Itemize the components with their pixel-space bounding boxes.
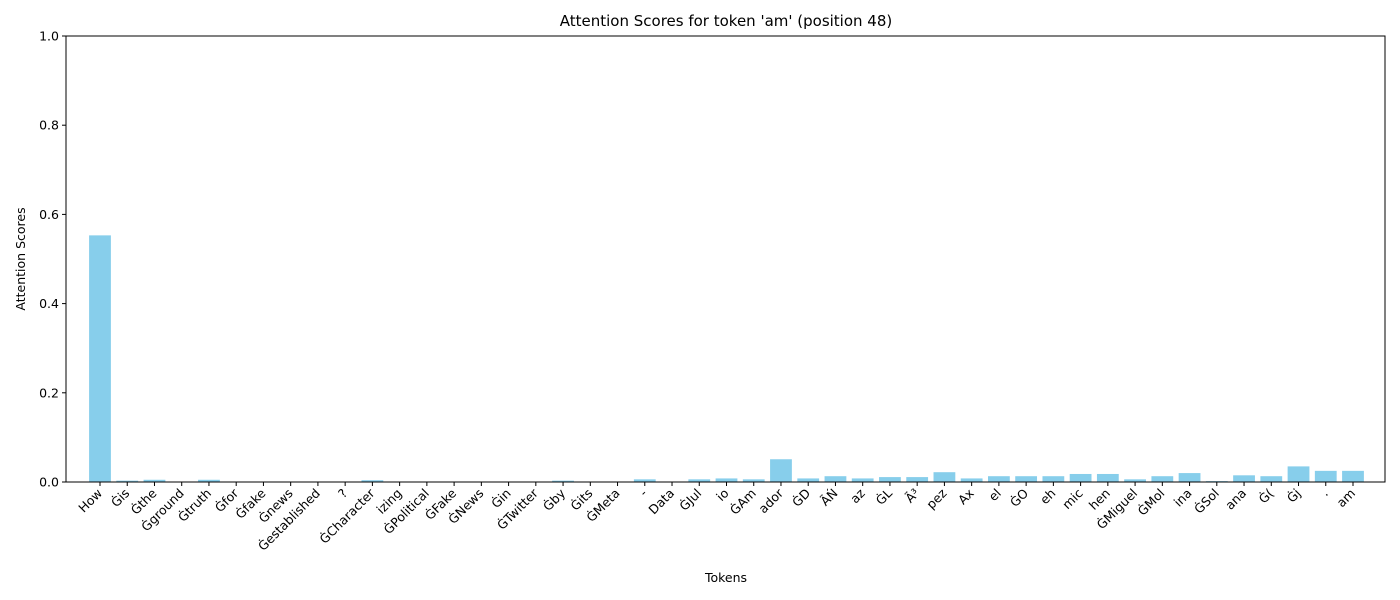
x-tick-label-17: Ġby [539,484,568,513]
x-tick-label-41: ĠSol [1190,485,1222,517]
y-tick-label-3: 0.6 [39,207,59,222]
x-tick-label-9: ? [335,486,350,501]
bar-0 [89,235,111,482]
bar-4 [198,479,220,482]
bar-26 [797,478,820,482]
x-tick-label-45: . [1317,486,1330,499]
bar-23 [715,478,738,482]
y-tick-label-5: 1.0 [39,29,59,44]
bar-40 [1178,473,1201,482]
bar-44 [1287,466,1310,482]
bar-25 [770,459,792,482]
bar-30 [906,477,929,482]
x-tick-label-28: az [847,485,868,506]
x-tick-label-46: am [1333,486,1358,511]
bar-2 [143,479,166,482]
bar-10 [361,480,384,482]
bar-28 [851,478,874,482]
x-tick-label-43: Ġ( [1255,485,1277,507]
x-tick-label-34: ĠO [1006,485,1031,510]
x-tick-label-42: ana [1222,486,1249,513]
bar-1 [116,480,139,482]
x-tick-label-30: Ã³ [902,486,922,506]
bar-27 [824,476,847,482]
x-tick-label-31: pez [923,485,950,512]
x-tick-label-22: ĠJul [676,485,705,514]
bar-32 [960,478,983,482]
bar-43 [1260,476,1283,482]
x-tick-label-36: mic [1059,485,1086,512]
bar-35 [1042,476,1065,482]
bar-46 [1342,470,1364,482]
y-tick-label-1: 0.2 [39,385,59,400]
bar-20 [633,479,656,482]
y-axis: 0.0 0.2 0.4 0.6 0.8 1.0 [39,29,66,490]
x-tick-label-20: - [636,486,650,500]
bar-39 [1151,476,1174,482]
x-tick-label-24: ĠAm [726,485,759,518]
bar-42 [1233,475,1255,482]
bars-group [89,235,1364,482]
bar-37 [1096,473,1119,482]
y-tick-label-2: 0.4 [39,296,59,311]
x-tick-label-27: ÃŃ [817,486,840,509]
x-tick-label-29: ĠL [872,485,895,508]
y-axis-label: Attention Scores [13,207,28,310]
bar-38 [1124,479,1146,482]
x-tick-label-23: io [713,486,731,504]
bar-34 [1015,476,1038,482]
bar-36 [1069,473,1092,482]
x-tick-label-32: Ax [955,486,977,508]
bar-29 [879,477,901,482]
bar-45 [1314,470,1337,482]
y-tick-label-4: 0.8 [39,118,59,133]
x-tick-label-33: el [986,486,1005,505]
plot-frame [65,35,1386,483]
x-tick-label-0: How [75,486,105,516]
x-axis-label: Tokens [704,570,747,585]
bar-33 [988,476,1010,482]
x-axis: How ĠisĠtheĠgroundĠtruthĠforĠfakeĠnewsĠes… [75,482,1358,554]
bar-22 [688,479,711,482]
x-tick-label-44: Ġj [1283,485,1304,506]
x-tick-label-39: ĠMol [1134,485,1168,519]
bar-24 [742,479,765,482]
bar-17 [552,480,574,482]
y-tick-label-0: 0.0 [39,475,59,490]
x-tick-label-25: ador [755,485,786,516]
bar-31 [933,472,956,482]
x-tick-label-35: eh [1037,486,1059,508]
x-tick-label-21: Data [645,486,677,518]
chart-title: Attention Scores for token 'am' (positio… [560,12,893,30]
x-tick-label-26: ĠD [788,485,813,510]
